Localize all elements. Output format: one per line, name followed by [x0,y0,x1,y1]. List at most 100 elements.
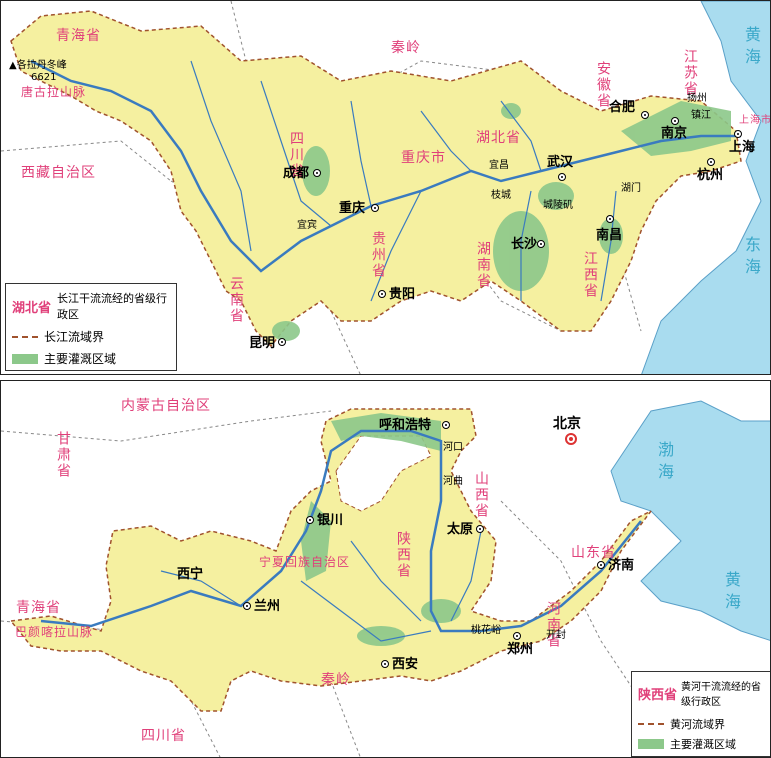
city-nanjing: 南京 [661,126,688,141]
sea-label-yellow-top: 黄海 [742,26,761,70]
city-changsha: 长沙 [511,237,538,252]
city-yinchuan: 银川 [317,513,344,528]
nanjing-marker [671,117,679,125]
kunming-marker [278,338,286,346]
city-yibin: 宜宾 [297,220,317,231]
hefei-marker [641,111,649,119]
jinan-marker [597,561,605,569]
province-label-shaanxi: 陕西省 [395,531,411,579]
legend-row-province-bottom: 陕西省 黄河干流流经的省级行政区 [638,678,763,708]
mountain-label-bayan-har: 巴颜喀拉山脉 [15,625,94,639]
legend-province-desc: 长江干流流经的省级行政区 [57,292,168,321]
province-label-tibet: 西藏自治区 [21,165,96,181]
city-hefei: 合肥 [609,100,636,115]
city-shanghai: 上海 [729,140,756,155]
yinchuan-marker [306,516,314,524]
city-xining: 西宁 [177,567,204,582]
province-label-jiangxi: 江西省 [582,251,598,299]
province-label-chongqing: 重庆市 [401,150,446,166]
nanchang-marker [606,215,614,223]
province-label-inner-mongolia: 内蒙古自治区 [121,398,211,414]
province-label-yunnan: 云南省 [228,276,244,324]
city-taiyuan: 太原 [447,522,474,537]
city-kaifeng: 开封 [546,630,566,641]
city-yichang: 宜昌 [489,160,509,171]
taiyuan-marker [476,525,484,533]
city-zhicheng: 枝城 [491,190,511,201]
peak-elevation: 6621 [31,72,57,83]
city-chenglingji: 城陵矶 [543,200,573,211]
lanzhou-marker [243,602,251,610]
legend-irrigation-label: 主要灌溉区域 [44,352,117,366]
city-xian: 西安 [392,657,419,672]
yellow-river-legend: 陕西省 黄河干流流经的省级行政区 黄河流域界 主要灌溉区域 [631,671,770,757]
city-taohuayu: 桃花峪 [471,625,501,636]
peak-name: 各拉丹冬峰 [16,60,67,71]
province-label-hubei: 湖北省 [476,130,521,146]
legend-basin-swatch-bottom [638,723,664,725]
city-nanchang: 南昌 [596,228,623,243]
bohai-sea-area [610,400,770,641]
legend-row-irrigation: 主要灌溉区域 [12,350,116,367]
sea-label-east: 东海 [742,236,761,280]
city-kunming: 昆明 [249,336,276,351]
city-lanzhou: 兰州 [254,599,281,614]
province-label-shanghai: 上海市 [739,115,771,126]
province-label-shandong: 山东省 [571,545,616,561]
legend-basin-label: 长江流域界 [44,330,105,344]
province-label-gansu: 甘肃省 [55,431,71,479]
province-label-sichuan: 四川省 [288,131,304,179]
legend-row-province: 湖北省 长江干流流经的省级行政区 [12,290,167,322]
yangtze-legend: 湖北省 长江干流流经的省级行政区 长江流域界 主要灌溉区域 [5,283,177,371]
yellow-river-basin [9,408,652,712]
hohhot-marker [442,421,450,429]
east-sea-area [641,1,770,374]
city-zhengzhou: 郑州 [507,642,534,657]
city-zhenjiang: 镇江 [691,110,711,121]
city-wuhan: 武汉 [547,155,574,170]
mountain-label-tanggula: 唐古拉山脉 [21,85,87,99]
province-label-henan: 河南省 [545,601,561,649]
zhengzhou-marker [513,632,521,640]
city-jinan: 济南 [608,558,635,573]
city-hangzhou: 杭州 [697,168,724,183]
province-label-jiangsu: 江苏省 [682,49,698,97]
province-label-anhui: 安徽省 [595,61,611,109]
legend-row-basin-bottom: 黄河流域界 [638,716,725,732]
legend-row-irrigation-bottom: 主要灌溉区域 [638,736,736,752]
mountain-label-qinling-bottom: 秦岭 [321,672,351,688]
yangtze-basin [10,10,742,348]
wuhan-marker [558,173,566,181]
changsha-marker [537,240,545,248]
beijing-capital-marker [565,433,577,445]
sea-label-bohai: 渤海 [655,441,674,485]
guiyang-marker [378,290,386,298]
province-label-qinghai-bottom: 青海省 [16,600,61,616]
legend-province-example: 湖北省 [12,300,52,316]
city-hukou: 湖门 [621,183,641,194]
peak-label: ▲各拉丹冬峰 [9,61,67,71]
legend-basin-swatch [12,335,38,338]
chongqing-marker [371,204,379,212]
city-hohhot: 呼和浩特 [379,418,432,433]
province-label-hunan: 湖南省 [475,241,491,289]
legend-irrigation-label-bottom: 主要灌溉区域 [670,738,736,751]
yellow-river-map-graphic [1,400,770,757]
legend-irrigation-swatch-bottom [638,739,664,749]
legend-province-desc-bottom: 黄河干流流经的省级行政区 [681,682,762,708]
legend-row-basin: 长江流域界 [12,328,104,345]
hangzhou-marker [707,158,715,166]
city-chengdu: 成都 [283,166,310,181]
yangtze-map-graphic [1,1,770,374]
province-label-sichuan-bottom: 四川省 [141,728,186,744]
xian-marker [381,660,389,668]
province-label-qinghai: 青海省 [56,28,101,44]
yangtze-map-panel: 青海省 西藏自治区 四川省 重庆市 贵州省 云南省 湖北省 湖南省 江西省 安徽… [0,0,771,375]
city-guiyang: 贵阳 [389,287,416,302]
province-label-ningxia: 宁夏回族自治区 [259,555,351,569]
legend-province-example-bottom: 陕西省 [638,687,678,703]
yellow-river-map-panel: 内蒙古自治区 甘肃省 宁夏回族自治区 山西省 陕西省 河南省 山东省 青海省 四… [0,380,771,758]
chengdu-marker [313,169,321,177]
city-yangzhou: 扬州 [687,93,707,104]
province-label-guizhou: 贵州省 [370,231,386,279]
